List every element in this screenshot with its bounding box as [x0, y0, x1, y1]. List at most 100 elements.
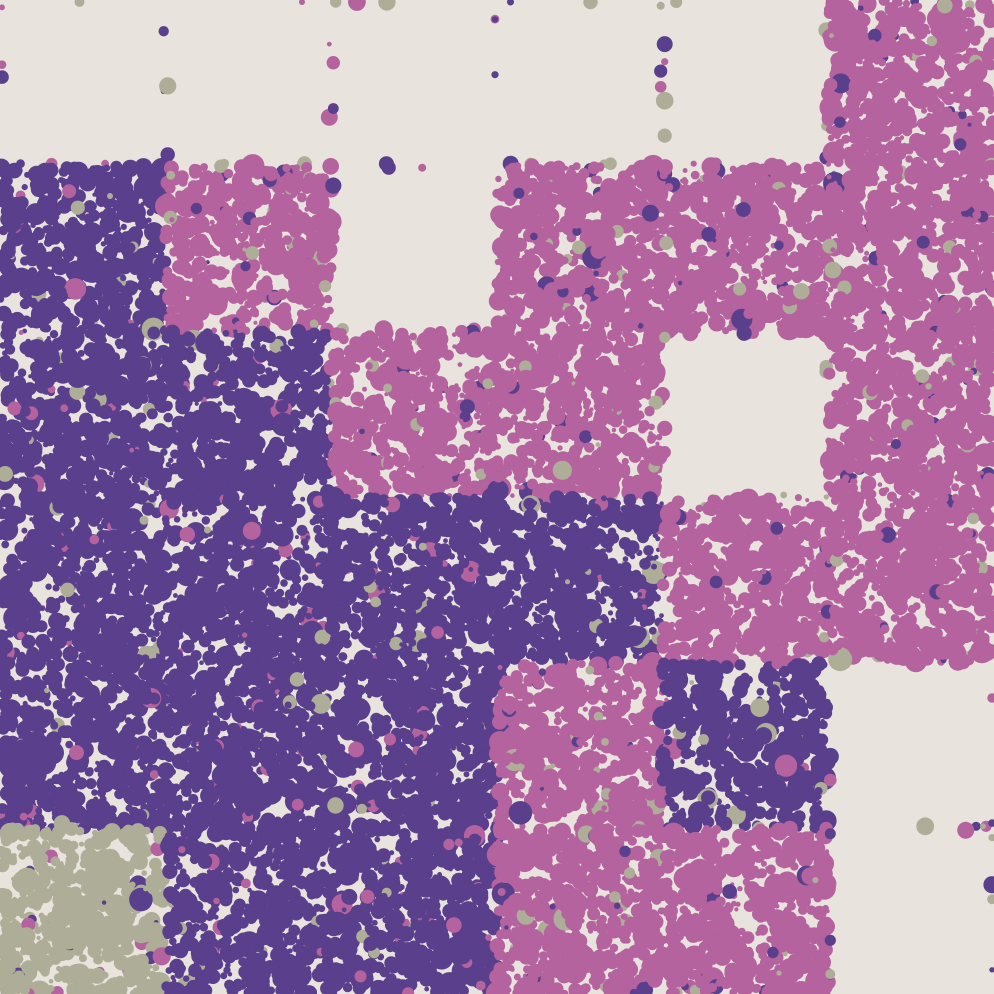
mosaic-dot [963, 7, 975, 18]
mosaic-dot [593, 270, 599, 277]
mosaic-dot [259, 418, 264, 423]
mosaic-dot [214, 250, 220, 256]
mosaic-dot [331, 438, 353, 460]
mosaic-dot [598, 198, 605, 205]
mosaic-dot [677, 315, 684, 322]
mosaic-dot [332, 461, 340, 469]
mosaic-dot [27, 318, 37, 328]
mosaic-dot [918, 299, 931, 312]
mosaic-dot [894, 47, 905, 58]
mosaic-dot [458, 418, 464, 424]
mosaic-dot [116, 404, 122, 411]
mosaic-dot [951, 255, 958, 262]
mosaic-dot [195, 220, 208, 233]
mosaic-dot [39, 360, 50, 371]
mosaic-dot [938, 24, 946, 31]
mosaic-dot [514, 304, 523, 313]
mosaic-dot [329, 361, 337, 369]
mosaic-dot [846, 180, 859, 193]
mosaic-dot [148, 340, 157, 350]
mosaic-dot [829, 148, 845, 164]
mosaic-dot [237, 233, 247, 243]
mosaic-dot [907, 52, 912, 57]
mosaic-dot [536, 169, 550, 183]
mosaic-dot [4, 276, 16, 288]
mosaic-dot [169, 276, 186, 292]
mosaic-dot [900, 106, 916, 121]
mosaic-dot [136, 214, 146, 225]
mosaic-dot [581, 294, 591, 303]
mosaic-dot [719, 244, 729, 255]
mosaic-dot [370, 457, 375, 462]
mosaic-dot [564, 195, 570, 201]
mosaic-dot [108, 437, 123, 453]
mosaic-dot [121, 326, 131, 337]
mosaic-dot [952, 53, 964, 64]
mosaic-dot [941, 92, 953, 104]
mosaic-dot [232, 387, 256, 411]
mosaic-dot [190, 202, 203, 215]
mosaic-dot [2, 214, 22, 233]
border-dot [74, 0, 85, 7]
mosaic-dot [146, 408, 158, 420]
mosaic-dot [675, 232, 684, 240]
mosaic-dot [461, 449, 471, 460]
mosaic-dot [514, 295, 519, 300]
mosaic-dot [830, 232, 835, 237]
mosaic-dot [124, 458, 133, 468]
mosaic-dot [627, 164, 637, 174]
mosaic-dot [591, 311, 598, 318]
mosaic-dot [805, 166, 824, 186]
mosaic-dot [391, 447, 399, 455]
mosaic-dot [555, 304, 562, 312]
mosaic-dot [168, 457, 174, 463]
mosaic-dot [103, 199, 113, 210]
mosaic-dot [568, 213, 584, 229]
mosaic-dot [28, 374, 33, 379]
mosaic-dot [102, 207, 117, 222]
mosaic-dot [859, 74, 876, 91]
mosaic-dot [441, 460, 449, 469]
border-dot [507, 0, 514, 6]
mosaic-dot [365, 465, 381, 481]
mosaic-dot [292, 236, 307, 251]
mosaic-dot [522, 278, 539, 295]
mosaic-dot [958, 296, 973, 311]
mosaic-dot [585, 225, 596, 237]
mosaic-dot [190, 164, 203, 177]
mosaic-dot [727, 172, 742, 188]
mosaic-dot [322, 158, 340, 175]
mosaic-dot [963, 61, 986, 85]
mosaic-dot [871, 202, 886, 218]
mosaic-dot [42, 441, 49, 448]
mosaic-dot [757, 309, 763, 314]
mosaic-dot [926, 112, 932, 119]
mosaic-dot [893, 57, 900, 63]
mosaic-dot [641, 188, 649, 197]
mosaic-dot [32, 228, 45, 241]
mosaic-dot [161, 332, 174, 344]
mosaic-dot [951, 90, 965, 104]
mosaic-dot [903, 300, 919, 315]
mosaic-dot [267, 361, 273, 367]
mosaic-dot [129, 447, 135, 453]
mosaic-dot [524, 158, 540, 174]
mosaic-dot [548, 475, 553, 480]
mosaic-dot [891, 327, 899, 335]
mosaic-dot [771, 277, 780, 286]
mosaic-dot [757, 194, 764, 201]
mosaic-dot [148, 278, 155, 285]
border-dot [690, 160, 697, 167]
mosaic-dot [251, 305, 257, 311]
mosaic-dot [78, 213, 87, 221]
mosaic-dot [383, 383, 393, 393]
mosaic-dot [258, 199, 264, 206]
mosaic-dot [130, 229, 136, 235]
mosaic-dot [182, 186, 197, 201]
mosaic-dot [354, 484, 364, 495]
mosaic-dot [178, 438, 184, 445]
mosaic-dot [319, 280, 332, 293]
mosaic-dot [972, 223, 982, 233]
mosaic-dot [0, 387, 17, 404]
mosaic-dot [1, 163, 13, 175]
